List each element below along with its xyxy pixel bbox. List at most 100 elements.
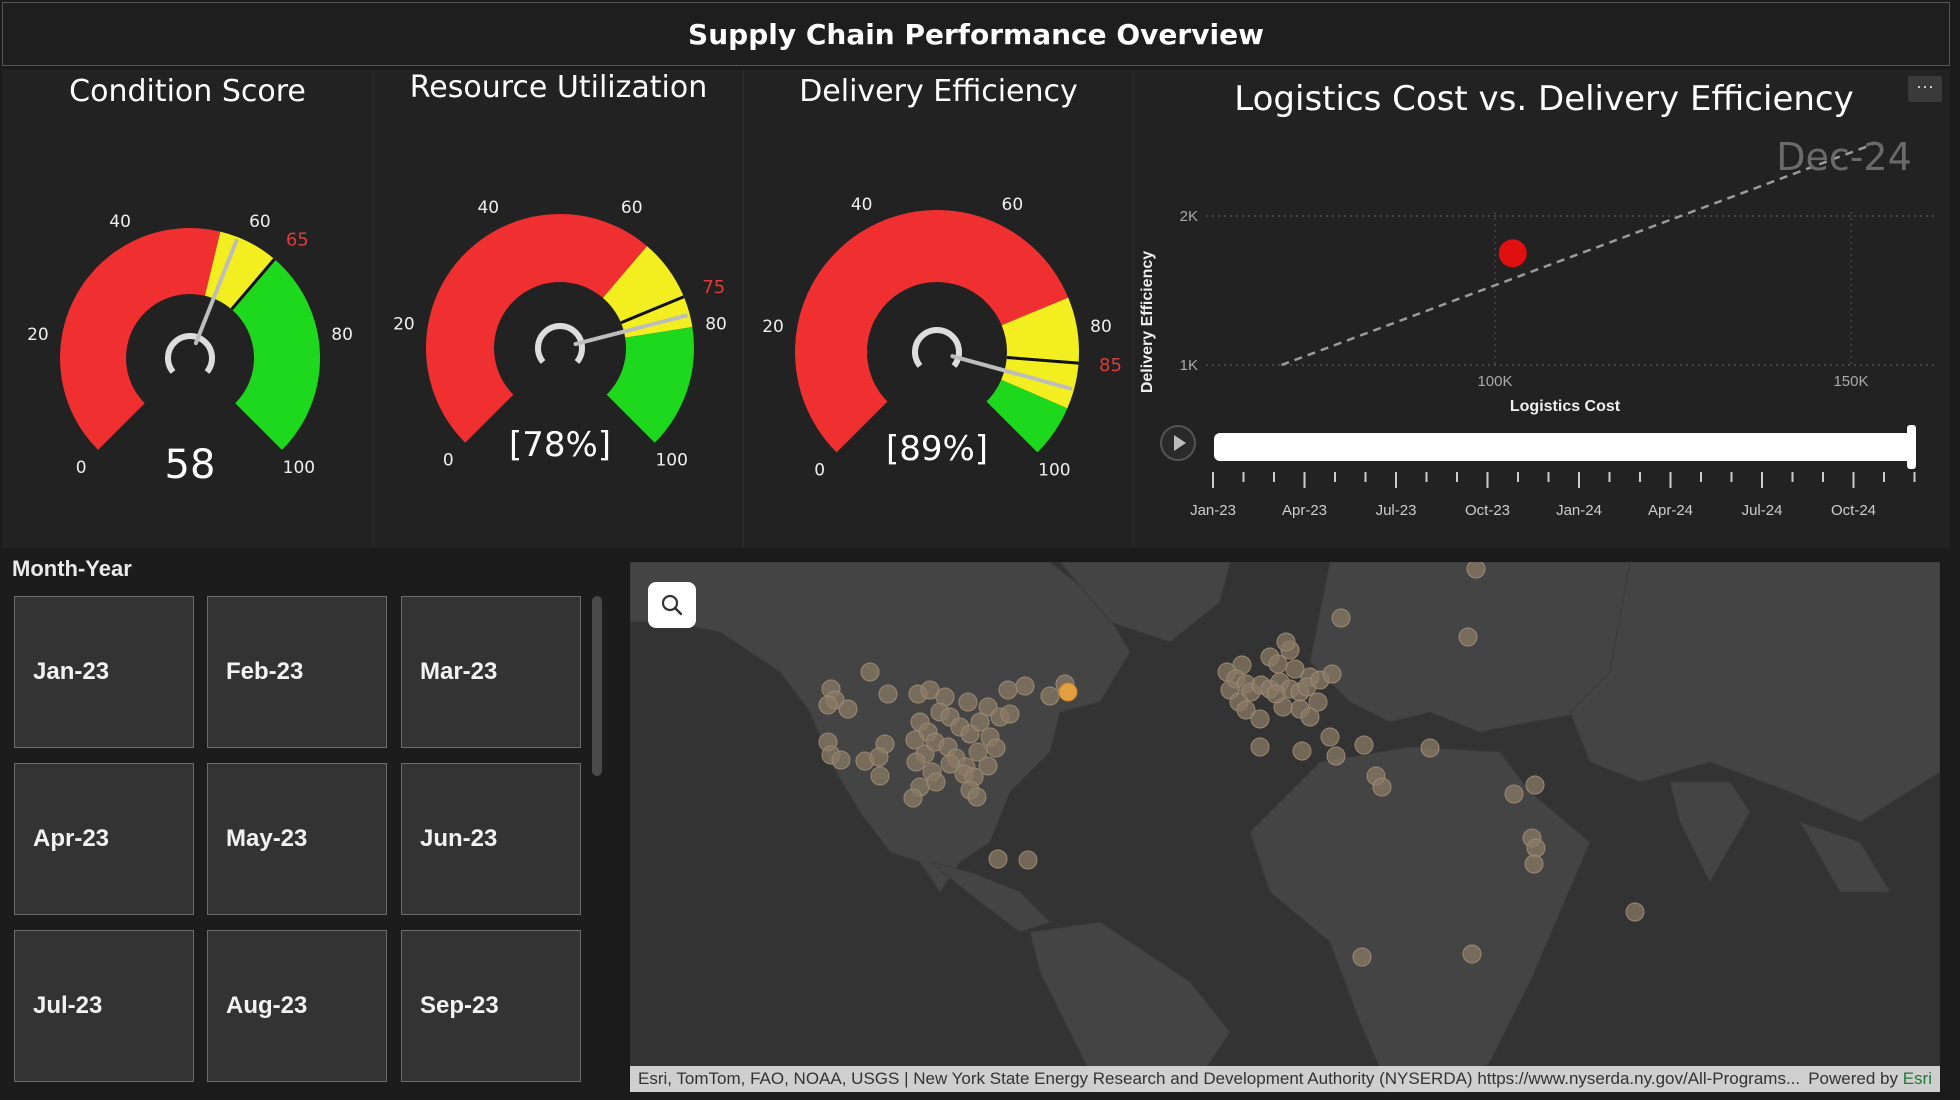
map-bubble[interactable] [838, 699, 858, 719]
map-bubble[interactable] [1266, 684, 1286, 704]
map-landmass [630, 562, 1131, 893]
scatter-point[interactable] [1498, 239, 1527, 268]
gauge-card-resource[interactable]: Resource Utilization 0 20 40 60 80 100 75 [78%] [374, 70, 744, 548]
map-bubble[interactable] [1276, 632, 1296, 652]
world-map [630, 562, 1940, 1092]
gauge-tick-label: 80 [331, 325, 353, 345]
map-bubble[interactable] [926, 772, 946, 792]
gauge-band-2 [986, 379, 1068, 453]
map-bubble[interactable] [958, 692, 978, 712]
slicer-item-sep-23[interactable]: Sep-23 [401, 930, 581, 1082]
map-bubble[interactable] [1268, 654, 1288, 674]
gauge-title-condition: Condition Score [69, 74, 306, 109]
map-bubble[interactable] [1292, 741, 1312, 761]
map-bubble[interactable] [906, 752, 926, 772]
gauge-band-2 [231, 259, 320, 450]
scatter-x-label: Logistics Cost [1510, 398, 1621, 415]
map-bubble[interactable] [970, 712, 990, 732]
slicer-scrollbar[interactable] [592, 596, 602, 776]
map-search-button[interactable] [648, 582, 696, 628]
map-bubble[interactable] [1372, 777, 1392, 797]
slicer-item-may-23[interactable]: May-23 [207, 763, 387, 915]
map-bubble[interactable] [986, 738, 1006, 758]
map-landmass [1029, 921, 1231, 1092]
map-bubble[interactable] [869, 747, 889, 767]
gauge-tick-label: 0 [443, 451, 454, 471]
gauge-tick-label: 60 [621, 198, 643, 218]
gauge-band-0 [426, 214, 648, 443]
map-bubble[interactable] [1236, 700, 1256, 720]
gauge-band-1 [1001, 297, 1079, 409]
map-bubble[interactable] [1331, 608, 1351, 628]
gauge-value: [89%] [886, 429, 988, 469]
map-bubble-highlight[interactable] [1058, 682, 1078, 702]
map-bubble[interactable] [967, 787, 987, 807]
map-bubble[interactable] [1526, 838, 1546, 858]
map-bubble[interactable] [1504, 784, 1524, 804]
map-bubble[interactable] [878, 684, 898, 704]
map-landmass [1569, 562, 1940, 823]
map-bubble[interactable] [818, 695, 838, 715]
gauge-band-1 [602, 246, 693, 338]
gauge-card-condition[interactable]: Condition Score 0 20 40 60 80 100 65 58 [2, 70, 374, 548]
map-bubble[interactable] [988, 849, 1008, 869]
gauge-target-line [230, 258, 276, 311]
map-bubble[interactable] [1462, 944, 1482, 964]
map-attribution: Esri, TomTom, FAO, NOAA, USGS | New York… [630, 1066, 1940, 1092]
map-bubble[interactable] [1524, 854, 1544, 874]
more-options-button[interactable]: ··· [1908, 76, 1942, 102]
gauge-target-label: 75 [702, 277, 725, 298]
map-bubble[interactable] [978, 756, 998, 776]
map-visual[interactable] [630, 562, 1940, 1092]
map-bubble[interactable] [1352, 947, 1372, 967]
slicer-item-apr-23[interactable]: Apr-23 [14, 763, 194, 915]
map-bubble[interactable] [1285, 659, 1305, 679]
play-axis-track[interactable] [1214, 433, 1914, 461]
report-title: Supply Chain Performance Overview [688, 17, 1264, 51]
map-bubble[interactable] [1320, 727, 1340, 747]
map-bubble[interactable] [1625, 902, 1645, 922]
map-bubble[interactable] [903, 788, 923, 808]
map-bubble[interactable] [940, 754, 960, 774]
map-bubble[interactable] [1250, 737, 1270, 757]
map-bubble[interactable] [968, 742, 988, 762]
map-bubble[interactable] [1000, 704, 1020, 724]
slicer-item-jun-23[interactable]: Jun-23 [401, 763, 581, 915]
slicer-item-jan-23[interactable]: Jan-23 [14, 596, 194, 748]
slicer-item-mar-23[interactable]: Mar-23 [401, 596, 581, 748]
map-bubble[interactable] [1466, 562, 1486, 579]
gauge-tick-label: 40 [851, 195, 873, 215]
slicer-item-feb-23[interactable]: Feb-23 [207, 596, 387, 748]
gauge-condition: 0 20 40 60 80 100 65 58 [27, 212, 353, 488]
map-bubble[interactable] [1322, 664, 1342, 684]
map-bubble[interactable] [1018, 850, 1038, 870]
map-bubble[interactable] [1250, 709, 1270, 729]
map-bubble[interactable] [1326, 746, 1346, 766]
map-bubble[interactable] [860, 662, 880, 682]
map-bubble[interactable] [998, 680, 1018, 700]
map-bubble[interactable] [1420, 738, 1440, 758]
report-title-bar: Supply Chain Performance Overview [2, 2, 1950, 66]
map-bubble[interactable] [1354, 735, 1374, 755]
scatter-card[interactable]: ··· [1134, 70, 1950, 548]
map-bubble[interactable] [905, 730, 925, 750]
esri-link[interactable]: Esri [1902, 1069, 1932, 1088]
map-landmass [1249, 746, 1591, 1092]
slicer-item-jul-23[interactable]: Jul-23 [14, 930, 194, 1082]
map-bubble[interactable] [870, 766, 890, 786]
gauge-needle [950, 354, 1073, 391]
map-bubble[interactable] [1308, 692, 1328, 712]
play-axis-handle[interactable] [1907, 425, 1916, 469]
map-bubble[interactable] [1525, 775, 1545, 795]
timeline-label: Jan-24 [1556, 502, 1602, 519]
scatter-y-tick: 1K [1180, 357, 1198, 374]
map-bubble[interactable] [1040, 686, 1060, 706]
gauge-card-delivery[interactable]: Delivery Efficiency 0 20 40 60 80 100 85 [89%] [744, 70, 1134, 548]
play-axis-button[interactable] [1160, 425, 1196, 461]
map-bubble[interactable] [1015, 676, 1035, 696]
map-bubble[interactable] [831, 750, 851, 770]
gauge-tick-label: 80 [705, 314, 727, 334]
slicer-item-aug-23[interactable]: Aug-23 [207, 930, 387, 1082]
map-bubble[interactable] [1300, 707, 1320, 727]
map-bubble[interactable] [1458, 627, 1478, 647]
